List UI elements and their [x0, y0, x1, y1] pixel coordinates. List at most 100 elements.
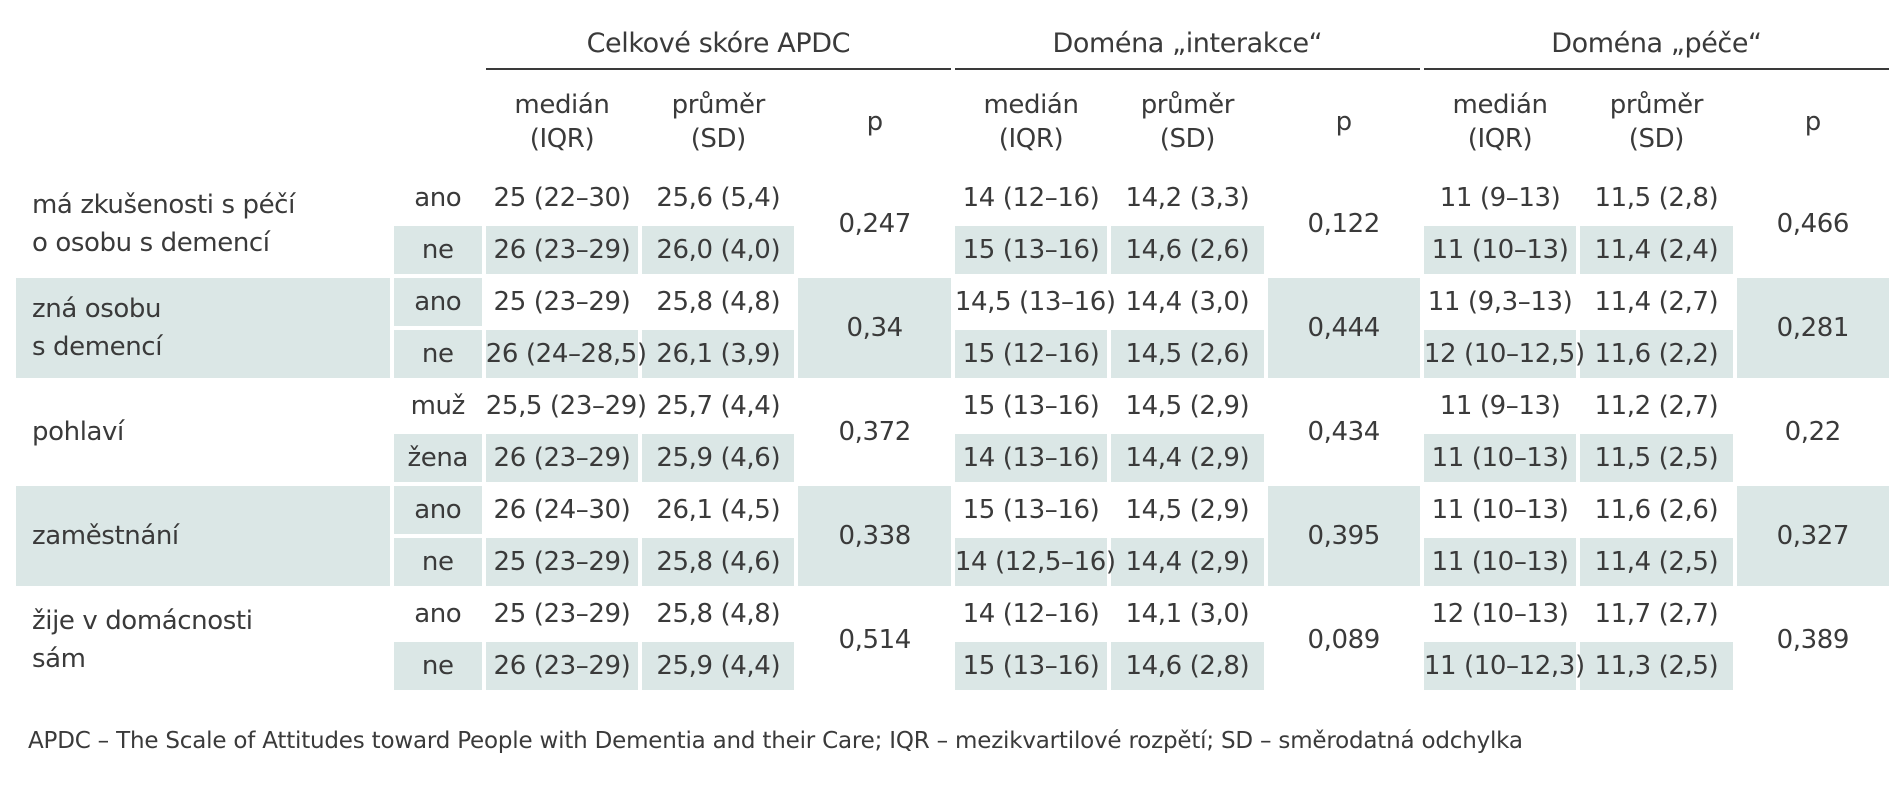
- sd-label: (SD): [690, 124, 747, 154]
- p-value-cell: 0,395: [1267, 486, 1420, 586]
- value-cell: 14,4 (2,9): [1111, 434, 1264, 482]
- value-cell: 11,6 (2,6): [1594, 495, 1719, 525]
- table-row: pohlaví muž 25,5 (23–29) 25,7 (4,4) 0,372 15 …: [16, 382, 1889, 447]
- value-cell: 14,2 (3,3): [1125, 183, 1250, 213]
- value-cell: 15 (12–16): [954, 330, 1108, 378]
- row-label: žije v domácnosti sám: [16, 590, 390, 690]
- value-cell: 11 (9–13): [1439, 391, 1561, 421]
- table-footnote: APDC – The Scale of Attitudes toward Peo…: [28, 728, 1523, 754]
- sd-label: (SD): [1628, 124, 1685, 154]
- subheader-mean: průměr (SD): [1111, 74, 1263, 170]
- value-cell: 11 (10–13): [1423, 226, 1577, 274]
- p-value-cell: 0,444: [1267, 278, 1420, 378]
- p-value-cell: 0,122: [1307, 209, 1380, 239]
- value-cell: 25,8 (4,8): [656, 599, 781, 629]
- empty-corner: [16, 18, 482, 70]
- value-cell: 15 (13–16): [954, 642, 1108, 690]
- row-label: pohlaví: [16, 382, 390, 482]
- value-cell: 11 (9,3–13): [1427, 287, 1573, 317]
- empty-corner-sub: [16, 74, 482, 170]
- p-value-cell: 0,372: [838, 417, 911, 447]
- value-cell: 25 (23–29): [485, 538, 639, 586]
- row-label-line: žije v domácnosti: [32, 606, 253, 636]
- value-cell: 15 (13–16): [954, 226, 1108, 274]
- row-label: zaměstnání: [16, 486, 390, 586]
- value-cell: 14,6 (2,8): [1111, 642, 1264, 690]
- p-value-cell: 0,389: [1776, 625, 1850, 655]
- sub-header-row: medián (IQR) průměr (SD) p medián (IQR) prů…: [16, 74, 1889, 170]
- value-cell: 26,1 (4,5): [656, 495, 781, 525]
- p-value-cell: 0,281: [1736, 278, 1889, 378]
- sd-label: (SD): [1159, 124, 1216, 154]
- value-cell: 25 (22–30): [493, 183, 631, 213]
- group-header-interaction: Doména „interakce“: [954, 18, 1420, 70]
- row-label-line: zaměstnání: [32, 521, 179, 551]
- value-cell: 14 (12–16): [962, 183, 1100, 213]
- value-cell: 25,9 (4,4): [642, 642, 795, 690]
- value-cell: 11 (10–12,3): [1423, 642, 1585, 690]
- level-cell: ano: [393, 486, 482, 534]
- group-header-care: Doména „péče“: [1423, 18, 1889, 70]
- value-cell: 26 (24–28,5): [485, 330, 647, 378]
- level-cell: ano: [393, 278, 482, 326]
- subheader-median: medián (IQR): [1424, 74, 1576, 170]
- value-cell: 14 (12–16): [962, 599, 1100, 629]
- table-row: ne 25 (23–29) 25,8 (4,6) 14 (12,5–16) 14,4 (…: [16, 538, 1889, 586]
- value-cell: 15 (13–16): [962, 495, 1100, 525]
- value-cell: 14,5 (2,6): [1111, 330, 1264, 378]
- mean-label: průměr: [1140, 90, 1235, 120]
- table-row: žije v domácnosti sám ano 25 (23–29) 25,8 (4…: [16, 590, 1889, 674]
- value-cell: 11,2 (2,7): [1594, 391, 1719, 421]
- level-cell: žena: [393, 434, 482, 482]
- value-cell: 25 (23–29): [493, 599, 631, 629]
- level-cell: ano: [414, 599, 462, 629]
- value-cell: 11,4 (2,5): [1580, 538, 1733, 586]
- p-value-cell: 0,089: [1307, 625, 1380, 655]
- value-cell: 11 (10–13): [1423, 434, 1577, 482]
- value-cell: 11 (9–13): [1439, 183, 1561, 213]
- table-row: ne 26 (24–28,5) 26,1 (3,9) 15 (12–16) 14,5 (…: [16, 330, 1889, 378]
- table-row: zaměstnání ano 26 (24–30) 26,1 (4,5) 0,338 15…: [16, 486, 1889, 586]
- value-cell: 11,3 (2,5): [1580, 642, 1733, 690]
- level-cell: ne: [393, 330, 482, 378]
- value-cell: 25,8 (4,6): [642, 538, 795, 586]
- value-cell: 14,6 (2,6): [1111, 226, 1264, 274]
- row-label: má zkušenosti s péčí o osobu s demencí: [16, 174, 390, 274]
- value-cell: 26 (24–30): [493, 495, 631, 525]
- value-cell: 26,0 (4,0): [642, 226, 795, 274]
- value-cell: 14,5 (2,9): [1125, 391, 1250, 421]
- value-cell: 12 (10–12,5): [1423, 330, 1585, 378]
- value-cell: 14,5 (2,9): [1125, 495, 1250, 525]
- level-cell: ne: [393, 226, 482, 274]
- value-cell: 14 (13–16): [954, 434, 1108, 482]
- value-cell: 11,5 (2,5): [1580, 434, 1733, 482]
- median-label: medián: [514, 90, 610, 120]
- subheader-p: p: [866, 107, 884, 137]
- mean-label: průměr: [671, 90, 766, 120]
- value-cell: 26,1 (3,9): [642, 330, 795, 378]
- value-cell: 12 (10–13): [1431, 599, 1569, 629]
- iqr-label: (IQR): [998, 124, 1064, 154]
- value-cell: 26 (23–29): [485, 226, 639, 274]
- p-value-cell: 0,22: [1784, 417, 1842, 447]
- value-cell: 25,6 (5,4): [656, 183, 781, 213]
- median-label: medián: [1452, 90, 1548, 120]
- value-cell: 11,6 (2,2): [1580, 330, 1733, 378]
- table-row: žena 26 (23–29) 25,9 (4,6) 14 (13–16) 14,4 (…: [16, 434, 1889, 482]
- row-label-line: o osobu s demencí: [32, 228, 270, 258]
- p-value-cell: 0,338: [798, 486, 951, 586]
- value-cell: 26 (23–29): [485, 642, 639, 690]
- row-label-line: pohlaví: [32, 417, 124, 447]
- iqr-label: (IQR): [529, 124, 595, 154]
- value-cell: 15 (13–16): [962, 391, 1100, 421]
- group-header-row: Celkové skóre APDC Doména „interakce“ Do…: [16, 18, 1889, 70]
- value-cell: 25,5 (23–29): [485, 391, 647, 421]
- row-label-line: s demencí: [32, 332, 163, 362]
- p-value-cell: 0,327: [1736, 486, 1889, 586]
- row-label-line: sám: [32, 644, 86, 674]
- subheader-p: p: [1804, 107, 1822, 137]
- value-cell: 14 (12,5–16): [954, 538, 1116, 586]
- p-value-cell: 0,34: [798, 278, 951, 378]
- value-cell: 14,5 (13–16): [954, 287, 1116, 317]
- table-row: má zkušenosti s péčí o osobu s demencí ano…: [16, 174, 1889, 258]
